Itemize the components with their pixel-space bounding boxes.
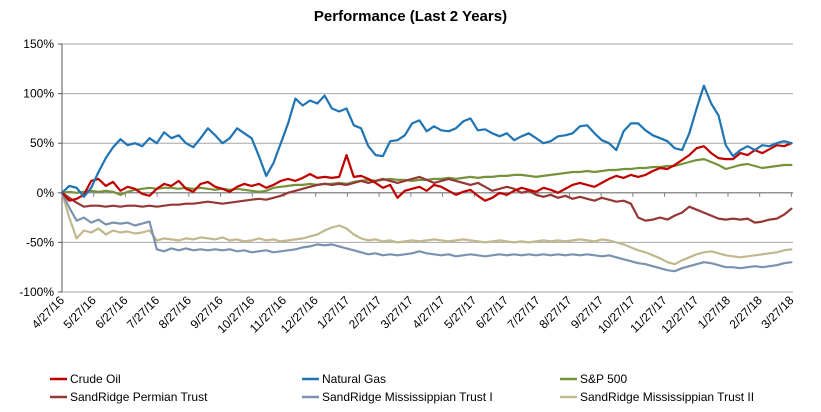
- legend-label: S&P 500: [580, 372, 627, 386]
- x-axis-label: 6/27/17: [473, 293, 511, 331]
- y-axis: 150% 100% 50% 0% -50% -100%: [19, 37, 63, 299]
- x-axis-label: 3/27/17: [378, 293, 416, 331]
- legend-item-natural-gas: Natural Gas: [302, 372, 386, 386]
- legend-item-s-p-500: S&P 500: [560, 372, 627, 386]
- legend-item-sandridge-mississippian-trust-ii: SandRidge Mississippian Trust II: [560, 390, 754, 404]
- series-line-sandridge-mississippian-trust-i: [60, 191, 793, 273]
- x-axis-label: 2/27/17: [346, 293, 384, 331]
- chart-title: Performance (Last 2 Years): [313, 8, 508, 25]
- legend-label: SandRidge Permian Trust: [70, 390, 208, 404]
- x-axis: 4/27/165/27/166/27/167/27/168/27/169/27/…: [29, 192, 797, 336]
- x-axis-label: 6/27/16: [92, 293, 130, 331]
- y-axis-label: 0%: [37, 186, 55, 200]
- y-axis-label: 50%: [30, 136, 54, 150]
- x-axis-label: 2/27/18: [727, 293, 765, 331]
- y-axis-label: -100%: [19, 285, 54, 299]
- legend-label: SandRidge Mississippian Trust I: [322, 390, 493, 404]
- x-axis-label: 8/27/17: [536, 293, 574, 331]
- legend-item-sandridge-permian-trust: SandRidge Permian Trust: [50, 390, 208, 404]
- x-axis-label: 7/27/16: [124, 293, 162, 331]
- x-axis-label: 1/27/18: [695, 293, 733, 331]
- legend-item-sandridge-mississippian-trust-i: SandRidge Mississippian Trust I: [302, 390, 493, 404]
- series-lines: [60, 84, 793, 273]
- x-axis-label: 8/27/16: [156, 293, 194, 331]
- series-line-sandridge-mississippian-trust-ii: [60, 191, 793, 266]
- y-axis-label: 100%: [23, 87, 54, 101]
- series-line-sandridge-permian-trust: [60, 175, 793, 224]
- series-line-crude-oil: [60, 142, 793, 202]
- gridlines: [62, 43, 793, 293]
- y-axis-label: -50%: [26, 235, 54, 249]
- legend: Crude Oil Natural Gas S&P 500 SandRidge Per…: [50, 372, 754, 404]
- x-axis-label: 1/27/17: [314, 293, 352, 331]
- legend-item-crude-oil: Crude Oil: [50, 372, 121, 386]
- x-axis-label: 3/27/18: [758, 293, 796, 331]
- x-axis-label: 5/27/16: [61, 293, 99, 331]
- legend-label: SandRidge Mississippian Trust II: [580, 390, 754, 404]
- x-axis-label: 4/27/17: [409, 293, 447, 331]
- legend-label: Natural Gas: [322, 372, 386, 386]
- legend-label: Crude Oil: [70, 372, 121, 386]
- series-line-natural-gas: [60, 84, 793, 198]
- x-axis-label: 5/27/17: [441, 293, 479, 331]
- y-axis-label: 150%: [23, 37, 54, 51]
- x-axis-label: 7/27/17: [505, 293, 543, 331]
